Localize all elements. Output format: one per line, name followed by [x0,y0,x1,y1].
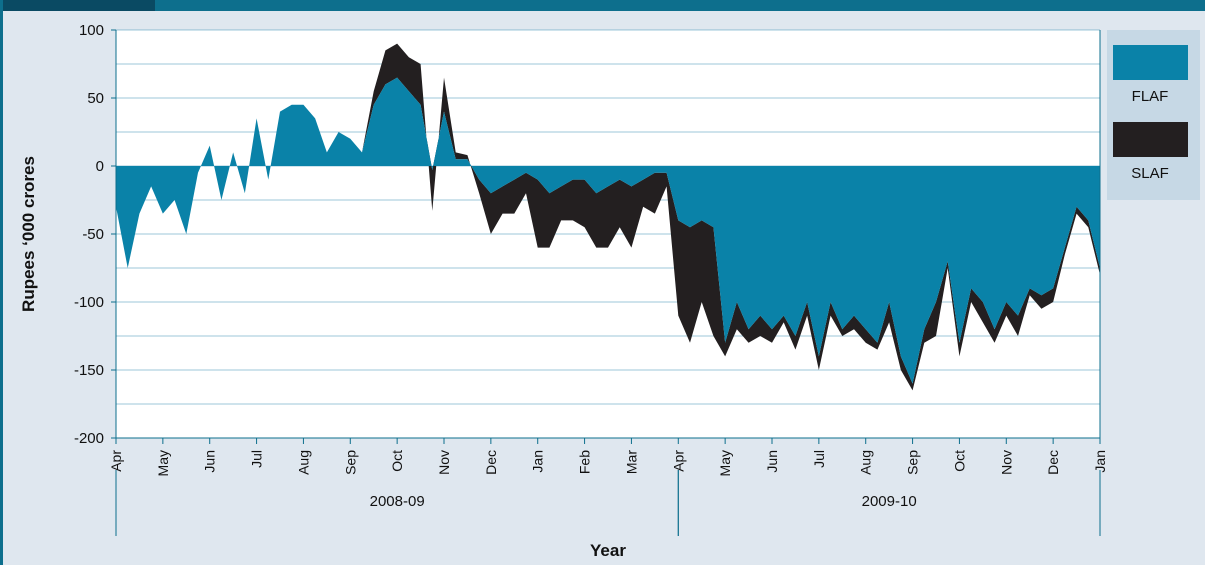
group-label: 2009-10 [862,493,917,510]
x-tick-label: Sep [905,450,921,475]
legend-label: SLAF [1131,165,1169,182]
x-tick-label: Dec [1045,450,1061,475]
x-tick-label: Aug [295,450,311,475]
legend-swatch [1113,122,1188,157]
title-band [0,0,1205,11]
legend-label: FLAF [1132,88,1169,105]
x-tick-label: Oct [389,450,405,472]
x-tick-label: Nov [998,450,1014,475]
group-label: 2008-09 [370,493,425,510]
area [116,77,1100,384]
x-tick-label: Jun [202,450,218,473]
x-tick-label: May [717,450,733,476]
x-tick-label: Sep [342,450,358,475]
y-tick-label: -50 [82,226,104,243]
left-border [0,0,3,565]
y-tick-label: 50 [87,90,104,107]
x-tick-label: May [155,450,171,476]
x-tick-label: Feb [577,450,593,474]
x-tick-label: Jan [1092,450,1108,473]
y-tick-label: 100 [79,22,104,39]
y-tick-label: -150 [74,362,104,379]
area [116,43,1100,391]
y-tick-label: -100 [74,294,104,311]
x-axis-title: Year [590,541,626,560]
x-tick-label: Jun [764,450,780,473]
x-tick-label: Jul [249,450,265,468]
x-tick-label: Jan [530,450,546,473]
y-tick-label: 0 [96,158,104,175]
x-tick-label: Aug [858,450,874,475]
y-axis-title: Rupees ‘000 crores [19,156,38,312]
x-tick-label: Mar [623,450,639,474]
x-tick-label: Dec [483,450,499,475]
x-tick-label: Apr [108,450,124,472]
x-tick-label: Nov [436,450,452,475]
legend-swatch [1113,45,1188,80]
title-badge [0,0,155,11]
x-tick-label: Apr [670,450,686,472]
x-tick-label: Oct [951,450,967,472]
x-tick-label: Jul [811,450,827,468]
y-tick-label: -200 [74,430,104,447]
